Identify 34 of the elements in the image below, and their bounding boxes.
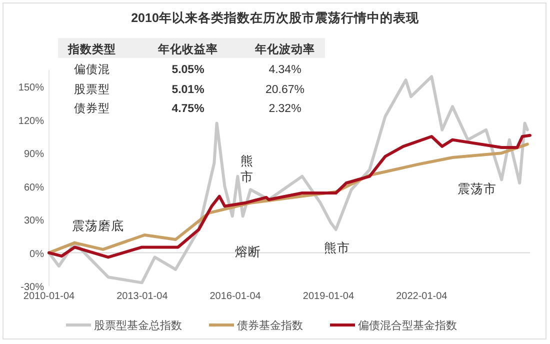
- annotation: 熊市: [324, 241, 350, 255]
- y-tick-label: 30%: [24, 216, 44, 227]
- legend-label: 债券基金指数: [237, 319, 303, 332]
- x-tick-label: 2016-01-04: [210, 291, 262, 302]
- annotation: 5.05%: [172, 64, 204, 76]
- text: 指数类型: [67, 42, 116, 56]
- y-tick-label: -30%: [20, 282, 44, 293]
- legend-label: 股票型基金总指数: [94, 319, 182, 332]
- annotation: 震荡磨底: [72, 219, 124, 233]
- x-tick-label: 2013-01-04: [116, 291, 168, 302]
- annotation: 2.32%: [268, 103, 302, 115]
- text: 年化波动率: [254, 42, 315, 56]
- x-tick-label: 2019-01-04: [302, 291, 354, 302]
- y-tick-label: 150%: [18, 82, 44, 94]
- annotation: 5.01%: [172, 84, 204, 96]
- annotation: 20.67%: [265, 84, 305, 96]
- chart-title: 2010年以来各类指数在历次股市震荡行情中的表现: [131, 10, 420, 25]
- legend-label: 偏债混合型基金指数: [358, 319, 457, 332]
- x-tick-label: 2022-01-04: [396, 291, 448, 302]
- annotation: 偏债混: [74, 63, 110, 76]
- annotation: 4.75%: [172, 103, 204, 115]
- x-tick-label: 2010-01-04: [23, 291, 76, 302]
- line-series: [48, 75, 529, 284]
- y-tick-label: 90%: [24, 149, 44, 160]
- y-tick-label: 60%: [24, 182, 44, 194]
- y-tick-label: 0%: [30, 248, 44, 260]
- annotation: 4.34%: [268, 64, 302, 76]
- text: 年化收益率: [157, 42, 218, 56]
- y-tick-label: 120%: [18, 116, 44, 127]
- annotation: 熊市: [240, 154, 254, 184]
- annotation: 债券型: [74, 102, 110, 115]
- annotation: 熔断: [235, 245, 261, 259]
- annotation: 股票型: [74, 83, 110, 96]
- annotation: 震荡市: [458, 182, 496, 196]
